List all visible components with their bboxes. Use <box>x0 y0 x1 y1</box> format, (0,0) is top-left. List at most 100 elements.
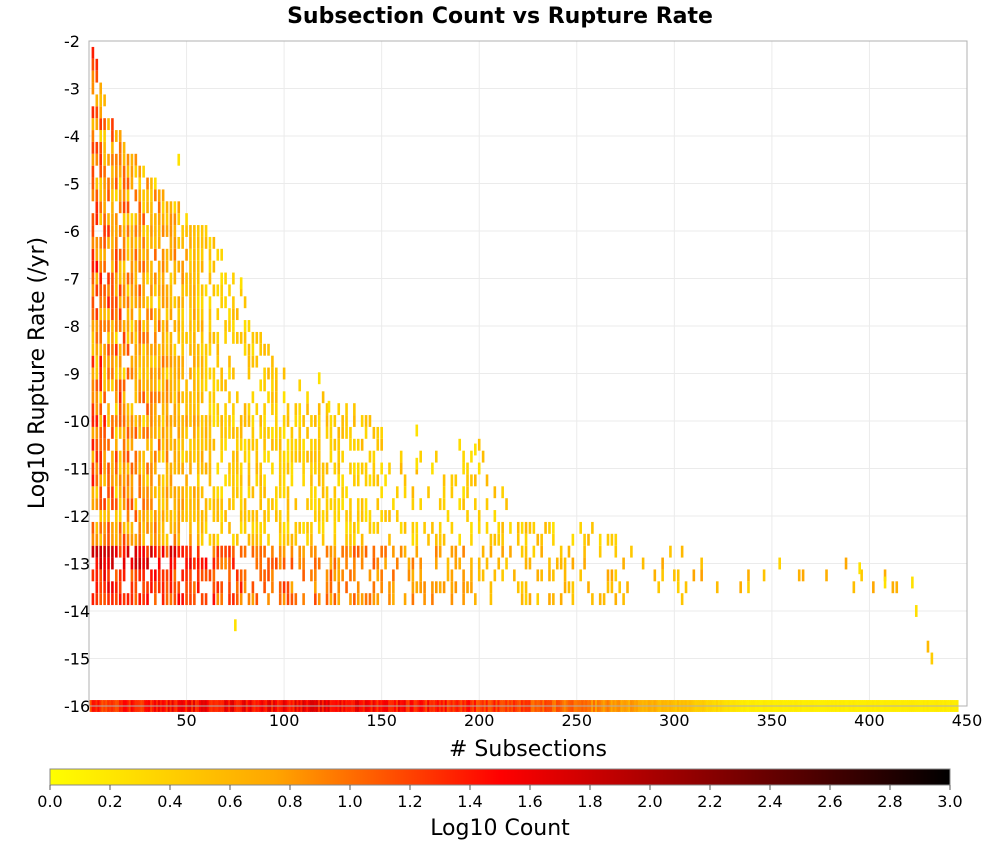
heatmap-cell <box>150 521 153 534</box>
heatmap-cell <box>189 391 192 404</box>
heatmap-cell <box>290 438 294 451</box>
heatmap-cell <box>278 462 282 475</box>
heatmap-cell <box>325 569 329 582</box>
heatmap-cell <box>235 438 239 451</box>
heatmap-cell <box>259 343 262 356</box>
colorbar-label: Log10 Count <box>430 816 570 841</box>
heatmap-cell <box>142 415 145 427</box>
heatmap-cell <box>126 367 130 380</box>
heatmap-cell <box>169 343 173 356</box>
heatmap-cell <box>286 510 290 522</box>
heatmap-cell <box>130 355 134 368</box>
heatmap-cell <box>193 391 196 404</box>
heatmap-cell <box>290 545 294 558</box>
heatmap-cell <box>95 403 99 416</box>
heatmap-cell <box>126 296 130 309</box>
heatmap-cell <box>232 462 235 475</box>
heatmap-cell <box>157 569 161 582</box>
heatmap-cell <box>271 391 274 404</box>
heatmap-cell <box>653 569 657 582</box>
heatmap-cell <box>204 236 208 249</box>
heatmap-cell <box>154 569 157 582</box>
heatmap-cell <box>212 545 216 558</box>
heatmap-cell <box>146 438 149 451</box>
heatmap-cell <box>559 545 563 558</box>
heatmap-cell <box>434 545 438 558</box>
heatmap-cell <box>95 355 99 368</box>
heatmap-cell <box>858 562 861 575</box>
heatmap-cell <box>142 343 145 356</box>
heatmap-cell <box>208 236 212 249</box>
heatmap-cell <box>157 284 161 297</box>
heatmap-cell <box>142 284 145 297</box>
heatmap-cell <box>255 462 259 475</box>
heatmap-cell <box>118 391 122 404</box>
heatmap-cell <box>111 593 114 606</box>
heatmap-cell <box>146 272 149 285</box>
heatmap-cell <box>173 213 177 226</box>
heatmap-cell <box>126 486 130 499</box>
heatmap-cell <box>466 510 469 522</box>
heatmap-cell <box>306 521 309 534</box>
heatmap-cell <box>165 296 169 309</box>
heatmap-cell <box>138 462 142 475</box>
heatmap-cell <box>247 474 251 487</box>
heatmap-cell <box>247 486 251 499</box>
heatmap-cell <box>185 426 188 439</box>
heatmap-cell <box>243 521 247 534</box>
heatmap-cell <box>165 510 169 522</box>
heatmap-cell <box>122 593 126 606</box>
heatmap-cell <box>157 521 161 534</box>
heatmap-cell <box>115 498 118 511</box>
heatmap-cell <box>251 593 255 606</box>
heatmap-cell <box>368 474 372 487</box>
heatmap-cell <box>154 236 157 249</box>
heatmap-cell <box>860 569 863 582</box>
heatmap-cell <box>278 593 282 606</box>
heatmap-cell <box>154 272 157 285</box>
heatmap-cell <box>161 213 165 226</box>
heatmap-cell <box>126 474 130 487</box>
heatmap-cell <box>524 557 528 570</box>
heatmap-cell <box>204 415 208 427</box>
heatmap-cell <box>91 438 95 451</box>
heatmap-cell <box>165 486 169 499</box>
heatmap-cell <box>407 557 411 570</box>
heatmap-cell <box>154 486 157 499</box>
heatmap-cell <box>118 415 122 427</box>
heatmap-cell <box>99 260 103 273</box>
heatmap-cell <box>360 498 364 511</box>
heatmap-cell <box>157 320 161 332</box>
heatmap-cell <box>216 486 220 499</box>
heatmap-cell <box>446 569 450 582</box>
heatmap-cell <box>548 557 551 570</box>
heatmap-cell <box>485 557 489 570</box>
heatmap-cell <box>161 593 165 606</box>
heatmap-cell <box>107 308 110 321</box>
heatmap-cell <box>181 331 184 344</box>
heatmap-cell <box>157 450 161 463</box>
heatmap-cell <box>181 355 184 368</box>
heatmap-cell <box>450 581 454 594</box>
heatmap-cell <box>150 225 153 237</box>
heatmap-cell <box>680 593 684 606</box>
heatmap-cell <box>91 593 95 606</box>
heatmap-cell <box>267 391 270 404</box>
heatmap-cell <box>571 593 575 606</box>
heatmap-cell <box>111 153 114 166</box>
heatmap-cell <box>325 581 329 594</box>
heatmap-cell <box>130 569 134 582</box>
heatmap-cell <box>91 58 95 71</box>
heatmap-cell <box>489 545 493 558</box>
heatmap-cell <box>173 272 177 285</box>
heatmap-cell <box>115 545 118 558</box>
heatmap-cell <box>392 498 395 511</box>
heatmap-cell <box>212 260 216 273</box>
heatmap-cell <box>204 510 208 522</box>
heatmap-cell <box>271 545 274 558</box>
heatmap-cell <box>419 450 422 463</box>
heatmap-cell <box>146 391 149 404</box>
heatmap-cell <box>95 367 99 380</box>
heatmap-cell <box>161 486 165 499</box>
